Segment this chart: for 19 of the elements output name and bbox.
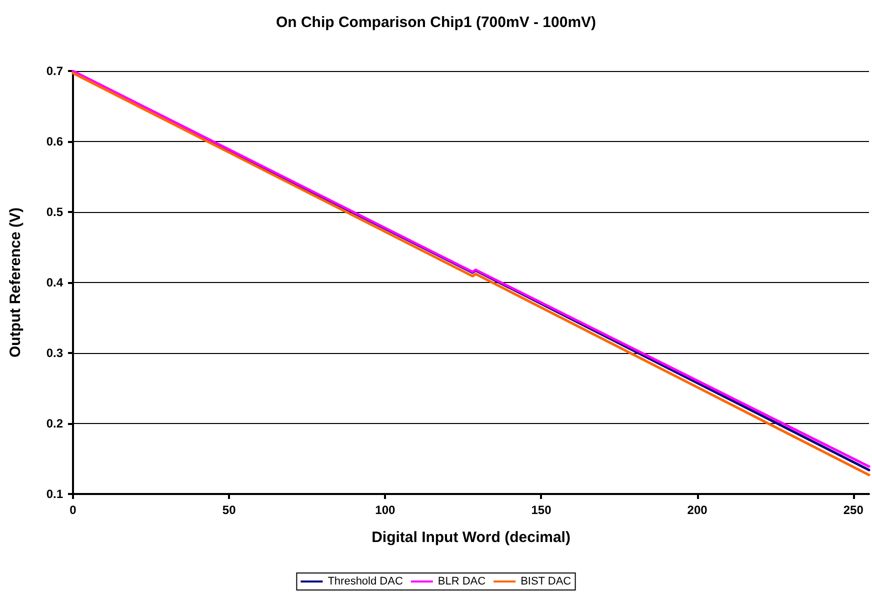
chart-title: On Chip Comparison Chip1 (700mV - 100mV): [276, 14, 596, 31]
y-tick-label: 0.4: [46, 276, 64, 290]
x-tick-label: 100: [375, 503, 396, 517]
x-tick-label: 0: [70, 503, 77, 517]
y-tick-label: 0.6: [46, 134, 64, 148]
legend-label: Threshold DAC: [328, 576, 403, 588]
x-tick-label: 200: [687, 503, 708, 517]
y-tick-label: 0.5: [46, 205, 64, 219]
x-tick-label: 250: [843, 503, 864, 517]
x-tick-label: 150: [531, 503, 552, 517]
x-axis-title: Digital Input Word (decimal): [372, 529, 570, 546]
y-tick-label: 0.2: [46, 416, 64, 430]
legend-label: BLR DAC: [438, 576, 486, 588]
y-tick-label: 0.1: [46, 487, 64, 501]
y-axis-title: Output Reference (V): [7, 207, 24, 358]
y-tick-label: 0.3: [46, 346, 64, 360]
x-tick-label: 50: [222, 503, 236, 517]
y-tick-label: 0.7: [46, 64, 64, 78]
legend-label: BIST DAC: [520, 576, 572, 588]
